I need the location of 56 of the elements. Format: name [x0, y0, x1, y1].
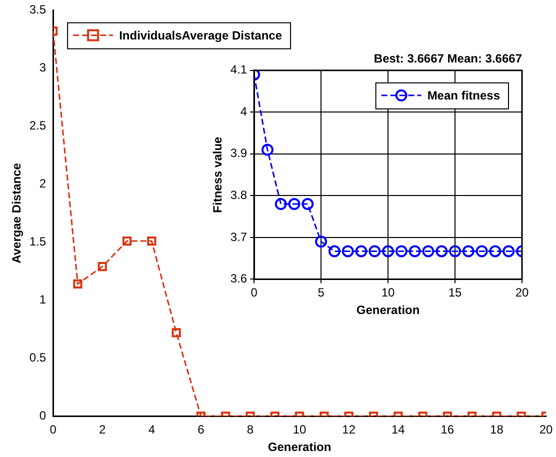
x-tick-label: 0	[250, 286, 258, 300]
point	[261, 144, 274, 156]
point	[462, 245, 474, 258]
x-axis-title: Generation	[356, 303, 420, 318]
y-axis-title: Avergae Distance	[10, 162, 24, 264]
y-tick-label: 3	[39, 60, 46, 75]
point	[408, 245, 421, 258]
y-tick-label: 3.5	[29, 2, 46, 17]
x-axis-title: Generation	[268, 440, 332, 454]
x-tick-label: 20	[539, 422, 553, 437]
x-tick-label: 15	[448, 286, 462, 300]
y-tick-label: 0.5	[29, 350, 46, 365]
point	[502, 245, 515, 258]
x-tick-label: 10	[381, 286, 396, 300]
x-tick-label: 5	[318, 286, 325, 300]
y-tick-label: 4	[240, 104, 248, 118]
x-tick-label: 0	[50, 422, 57, 437]
point	[436, 245, 448, 258]
x-tick-label: 4	[148, 422, 156, 437]
x-tick-label: 2	[99, 422, 106, 437]
legend-label: IndividualsAverage Distance	[119, 28, 282, 43]
chart-title: Best: 3.6667 Mean: 3.6667	[374, 52, 522, 66]
x-tick-label: 16	[440, 422, 454, 437]
y-tick-label: 2	[39, 176, 46, 191]
point	[395, 245, 408, 258]
y-tick-label: 4.1	[230, 62, 248, 77]
y-tick-label: 2.5	[29, 118, 46, 133]
x-tick-label: 20	[515, 286, 529, 300]
y-tick-label: 3.7	[230, 230, 248, 244]
point	[328, 245, 340, 258]
point	[368, 245, 381, 258]
y-tick-label: 0	[39, 408, 46, 423]
x-tick-label: 6	[198, 422, 205, 437]
point	[315, 236, 328, 248]
point	[302, 198, 314, 210]
point	[382, 245, 394, 258]
x-tick-label: 12	[342, 422, 356, 437]
x-tick-label: 18	[490, 422, 504, 437]
point	[489, 245, 502, 258]
y-tick-label: 3.9	[230, 146, 248, 160]
point	[449, 245, 462, 258]
point	[342, 245, 354, 258]
x-tick-label: 14	[391, 422, 406, 437]
y-tick-label: 3.6	[230, 272, 248, 286]
y-axis-title: Fitness value	[210, 136, 225, 213]
point	[422, 245, 434, 258]
legend-label: Mean fitness	[427, 88, 500, 103]
x-tick-label: 10	[292, 422, 307, 437]
x-tick-label: 8	[246, 422, 254, 437]
point	[355, 245, 368, 258]
y-tick-label: 1	[39, 292, 46, 307]
point	[274, 198, 287, 210]
point	[288, 198, 300, 210]
point	[476, 245, 488, 258]
y-tick-label: 1.5	[29, 234, 46, 249]
y-tick-label: 3.8	[230, 188, 248, 202]
